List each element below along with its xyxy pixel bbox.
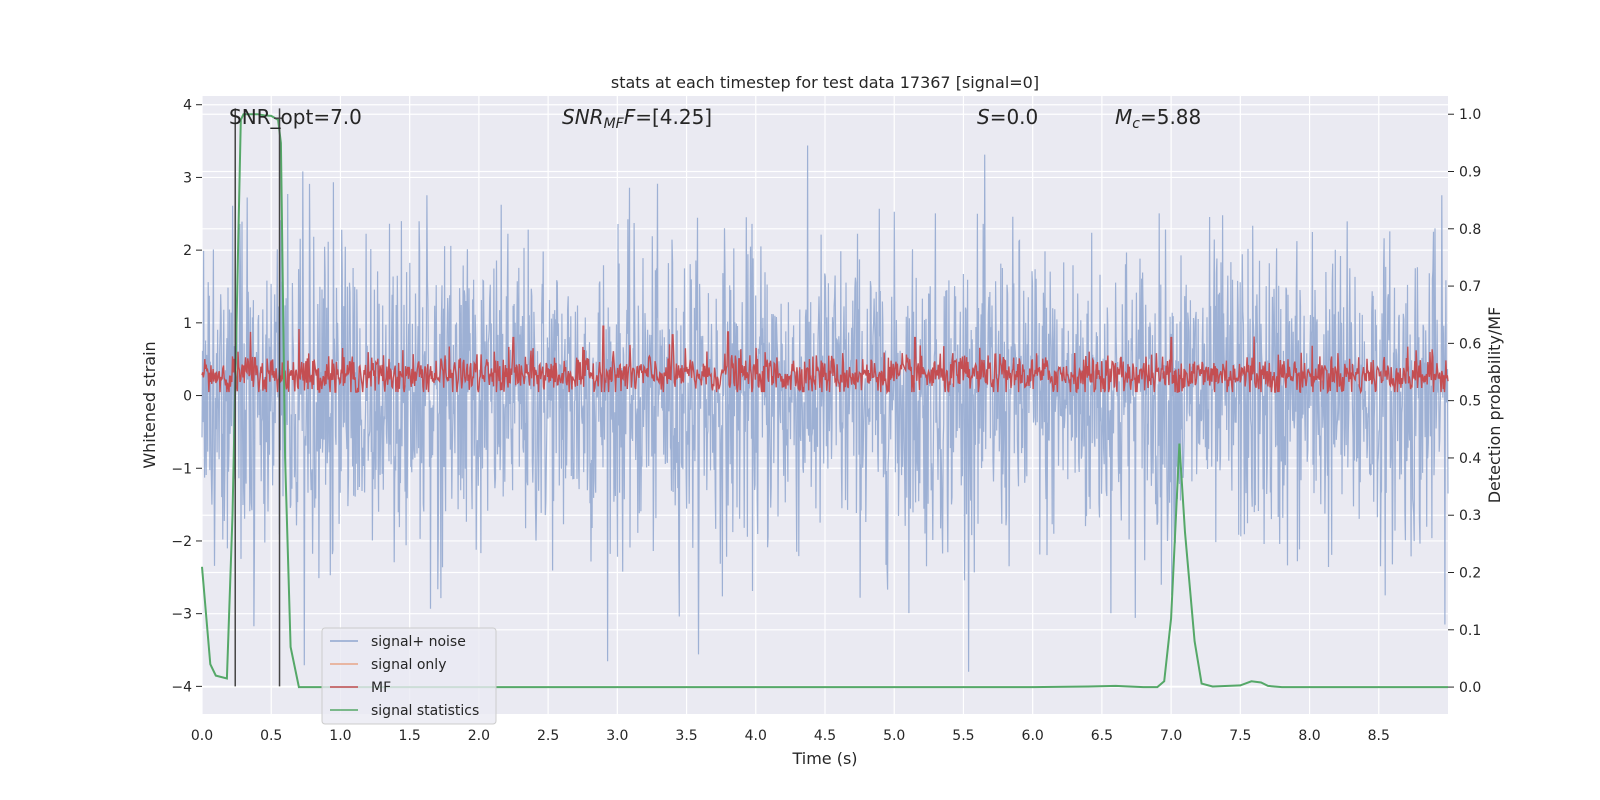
series-signal-noise <box>201 145 1449 672</box>
y-left-tick-label: −1 <box>171 461 192 477</box>
x-tick-label: 8.5 <box>1368 728 1390 744</box>
s-base: S <box>977 105 990 129</box>
y-right-tick-label: 0.4 <box>1459 451 1481 467</box>
markers <box>234 108 283 687</box>
x-tick-label: 6.0 <box>1022 728 1044 744</box>
s-annotation: S=0.0 <box>977 105 1038 129</box>
series-signal-statistics <box>201 113 1448 689</box>
y-axis-right-label: Detection probability/MF <box>1485 307 1504 504</box>
legend-label-signal-statistics: signal statistics <box>371 703 479 719</box>
x-tick-label: 1.5 <box>399 728 421 744</box>
x-axis-label: Time (s) <box>791 749 857 768</box>
legend-label-mf: MF <box>371 680 391 696</box>
x-tick-label: 5.5 <box>952 728 974 744</box>
snr-mf-sub: MF <box>604 116 625 132</box>
y-left-tick-label: 0 <box>183 389 192 405</box>
y-left-tick-label: 4 <box>183 98 192 114</box>
snr-mf-value: =[4.25] <box>635 105 712 129</box>
y-left-tick-label: 3 <box>183 170 192 186</box>
y-right-tick-label: 0.0 <box>1459 680 1481 696</box>
x-axis: 0.0 0.5 1.0 1.5 2.0 2.5 3.0 3.5 4.0 4.5 5.0 5.5 6.0 6… <box>191 728 1390 744</box>
series-mf <box>201 325 1449 395</box>
snr-mf-base: SNR <box>562 105 604 129</box>
y-right-tick-label: 0.3 <box>1459 508 1481 524</box>
x-tick-label: 2.0 <box>468 728 490 744</box>
x-tick-label: 1.0 <box>329 728 351 744</box>
x-tick-label: 8.0 <box>1298 728 1320 744</box>
y-axis-left: 4 3 2 1 0 −1 −2 −3 −4 <box>171 98 202 695</box>
y-left-tick-label: −2 <box>171 534 192 550</box>
y-left-tick-label: 1 <box>183 316 192 332</box>
x-tick-label: 7.0 <box>1160 728 1182 744</box>
x-tick-label: 4.0 <box>745 728 767 744</box>
x-tick-label: 3.5 <box>675 728 697 744</box>
x-tick-label: 3.0 <box>606 728 628 744</box>
plot-area <box>201 113 1449 689</box>
y-axis-left-label: Whitened strain <box>140 341 159 468</box>
x-tick-label: 0.0 <box>191 728 213 744</box>
legend-box <box>321 627 497 725</box>
legend-label-signal-noise: signal+ noise <box>371 634 466 650</box>
y-left-tick-label: −4 <box>171 679 192 695</box>
y-right-tick-label: 0.6 <box>1459 336 1481 352</box>
y-right-tick-label: 0.1 <box>1459 623 1481 639</box>
x-tick-label: 2.5 <box>537 728 559 744</box>
y-right-tick-label: 0.2 <box>1459 566 1481 582</box>
y-axis-right: 1.0 0.9 0.8 0.7 0.6 0.5 0.4 0.3 0.2 0.1 0.0 <box>1448 107 1481 696</box>
x-tick-label: 7.5 <box>1229 728 1251 744</box>
y-right-tick-label: 0.7 <box>1459 279 1481 295</box>
y-right-tick-label: 1.0 <box>1459 107 1481 123</box>
mc-base: M <box>1115 105 1132 129</box>
x-tick-label: 0.5 <box>260 728 282 744</box>
x-tick-label: 4.5 <box>814 728 836 744</box>
y-right-tick-label: 0.5 <box>1459 394 1481 410</box>
y-left-tick-label: −3 <box>171 607 192 623</box>
y-left-tick-label: 2 <box>183 243 192 259</box>
legend-label-signal-only: signal only <box>371 657 446 673</box>
mc-annotation: Mc=5.88 <box>1115 105 1201 132</box>
legend: signal+ noise signal only MF signal stat… <box>321 627 497 725</box>
snr-opt-annotation: SNR_opt=7.0 <box>229 105 362 129</box>
chart-title: stats at each timestep for test data 173… <box>611 73 1039 92</box>
snr-mf-annotation: SNRMFF=[4.25] <box>562 105 712 132</box>
mc-value: =5.88 <box>1140 105 1201 129</box>
x-tick-label: 5.0 <box>883 728 905 744</box>
mc-sub: c <box>1132 116 1140 132</box>
x-tick-label: 6.5 <box>1091 728 1113 744</box>
y-right-tick-label: 0.8 <box>1459 222 1481 238</box>
s-value: =0.0 <box>990 105 1039 129</box>
y-right-tick-label: 0.9 <box>1459 165 1481 181</box>
